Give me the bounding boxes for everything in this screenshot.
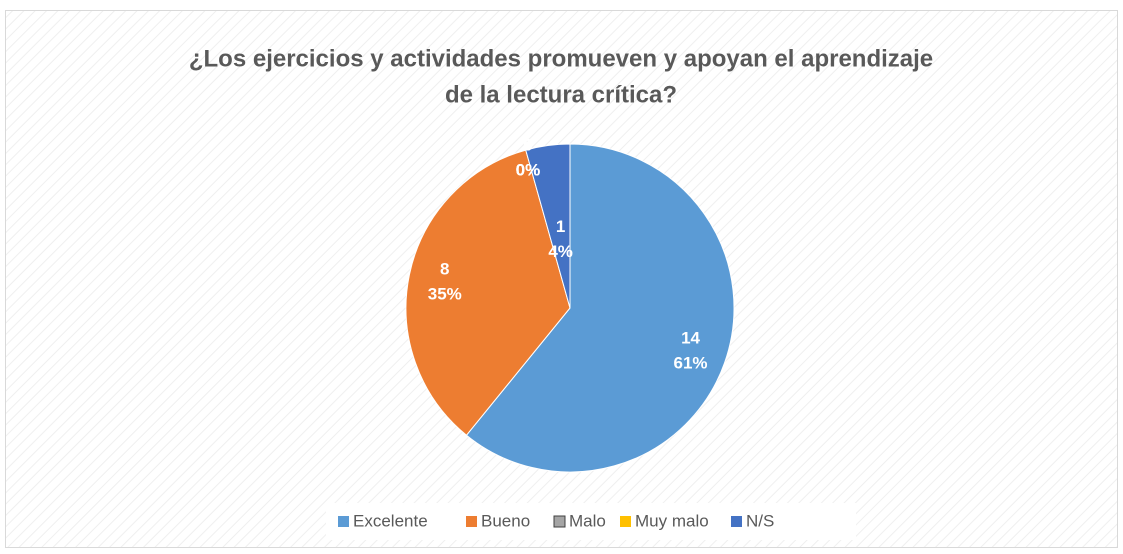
data-label: 0 — [523, 135, 532, 154]
legend-swatch — [338, 516, 349, 527]
legend-label: Malo — [569, 511, 606, 530]
legend-swatch — [731, 516, 742, 527]
data-label: 0% — [516, 160, 541, 179]
legend-label: Muy malo — [635, 511, 709, 530]
legend-swatch — [553, 515, 566, 528]
legend — [326, 503, 856, 540]
data-label: 4% — [548, 242, 573, 261]
chart-title: de la lectura crítica? — [445, 81, 677, 108]
legend-swatch — [620, 516, 631, 527]
chart-title: ¿Los ejercicios y actividades promueven … — [189, 45, 933, 72]
legend-label: Bueno — [481, 511, 530, 530]
pie-slice — [465, 143, 735, 473]
data-label: 35% — [428, 284, 462, 303]
legend-swatch — [466, 516, 477, 527]
pie-slice — [405, 149, 571, 436]
data-label: 61% — [674, 353, 708, 372]
data-label: 0% — [516, 160, 541, 179]
legend-label: Excelente — [353, 511, 428, 530]
data-label: 14 — [681, 328, 700, 347]
data-label: 1 — [556, 217, 565, 236]
data-label: 0 — [523, 135, 532, 154]
pie-slice — [525, 143, 571, 309]
data-label: 8 — [440, 259, 449, 278]
legend-label: N/S — [746, 511, 774, 530]
